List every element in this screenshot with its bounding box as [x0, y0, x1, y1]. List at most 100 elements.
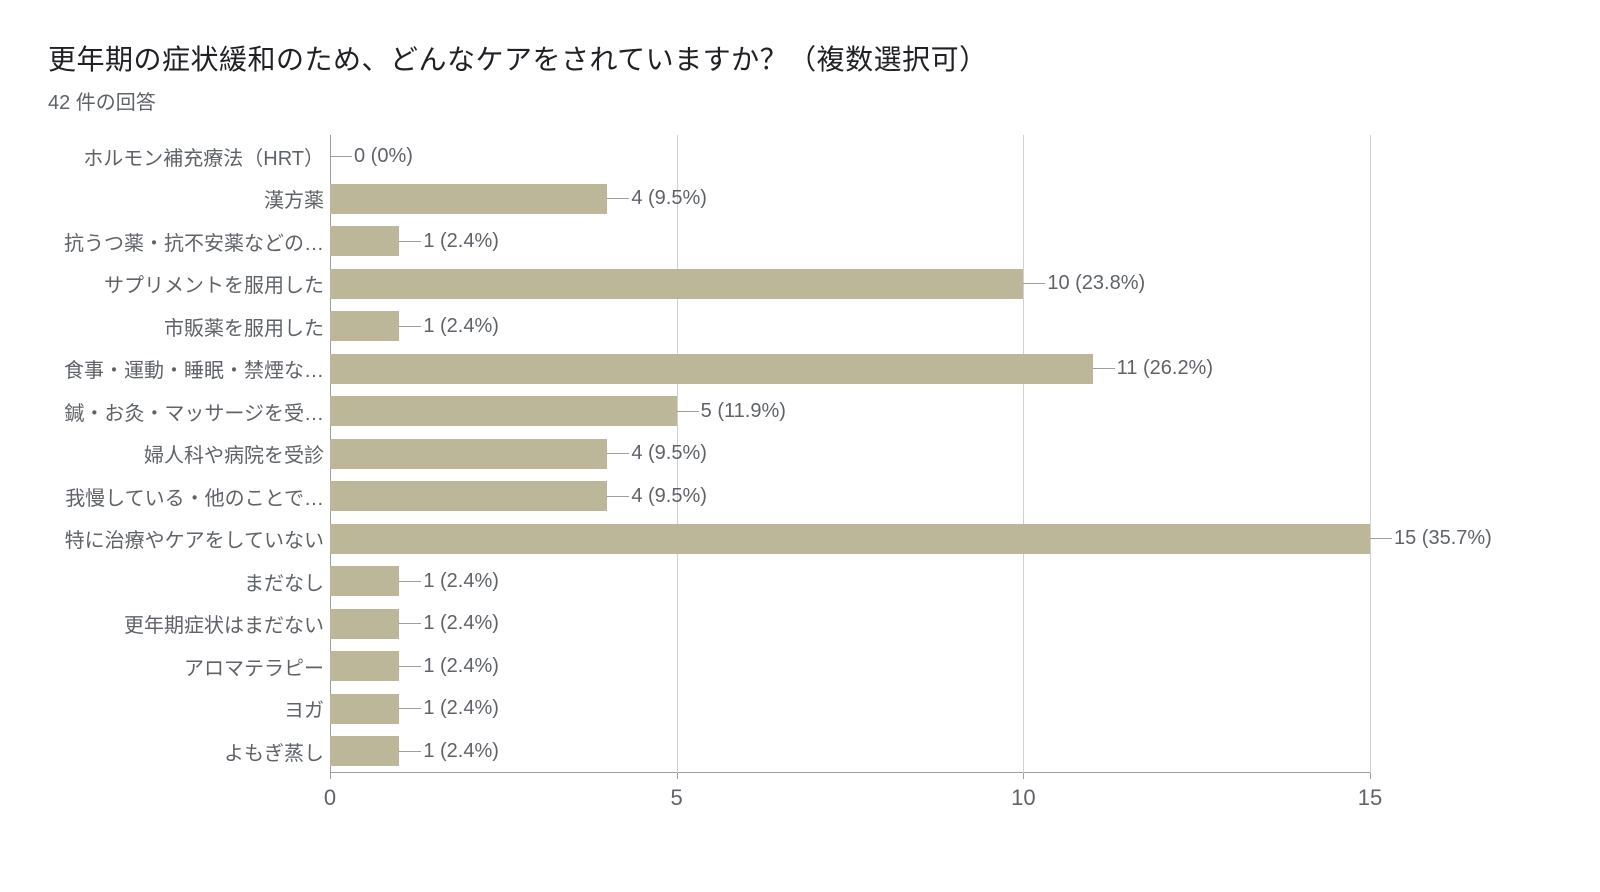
bar-row: まだなし1 (2.4%): [330, 560, 1370, 603]
chart-subtitle: 42 件の回答: [48, 86, 1560, 115]
category-label: 鍼・お灸・マッサージを受…: [64, 397, 324, 426]
bar-row: 食事・運動・睡眠・禁煙な…11 (26.2%): [330, 348, 1370, 391]
category-label: 食事・運動・睡眠・禁煙な…: [64, 354, 324, 383]
category-label: 抗うつ薬・抗不安薬などの…: [64, 227, 324, 256]
value-label: 0 (0%): [330, 141, 413, 171]
x-tick-label: 5: [671, 785, 683, 811]
value-label: 1 (2.4%): [399, 694, 499, 724]
leader-line: [607, 198, 629, 199]
value-text: 5 (11.9%): [701, 400, 786, 423]
value-label: 5 (11.9%): [677, 396, 786, 426]
category-label: 特に治療やケアをしていない: [65, 524, 324, 553]
bar-row: 抗うつ薬・抗不安薬などの…1 (2.4%): [330, 220, 1370, 263]
category-label: ホルモン補充療法（HRT）: [83, 142, 324, 171]
x-tick: [1023, 773, 1024, 779]
value-text: 11 (26.2%): [1117, 357, 1213, 380]
bar: [330, 566, 399, 596]
leader-line: [1370, 538, 1392, 539]
value-label: 4 (9.5%): [607, 184, 707, 214]
x-tick: [677, 773, 678, 779]
x-tick-label: 0: [324, 785, 336, 811]
bar: [330, 481, 607, 511]
bar-row: よもぎ蒸し1 (2.4%): [330, 730, 1370, 773]
value-text: 1 (2.4%): [423, 612, 499, 635]
x-tick-label: 10: [1011, 785, 1035, 811]
bar-chart: ホルモン補充療法（HRT）0 (0%)漢方薬4 (9.5%)抗うつ薬・抗不安薬な…: [48, 135, 1560, 823]
value-label: 1 (2.4%): [399, 609, 499, 639]
x-tick: [330, 773, 331, 779]
bar-row: ホルモン補充療法（HRT）0 (0%): [330, 135, 1370, 178]
leader-line: [399, 666, 421, 667]
x-tick: [1370, 773, 1371, 779]
value-label: 11 (26.2%): [1093, 354, 1213, 384]
chart-container: 更年期の症状緩和のため、どんなケアをされていますか？（複数選択可） 42 件の回…: [0, 0, 1600, 892]
x-axis: 051015: [330, 773, 1370, 823]
bar-row: 更年期症状はまだない1 (2.4%): [330, 603, 1370, 646]
leader-line: [330, 156, 352, 157]
leader-line: [399, 708, 421, 709]
bar: [330, 396, 677, 426]
value-text: 1 (2.4%): [423, 315, 499, 338]
leader-line: [399, 326, 421, 327]
bar: [330, 354, 1093, 384]
leader-line: [399, 623, 421, 624]
bar-row: 鍼・お灸・マッサージを受…5 (11.9%): [330, 390, 1370, 433]
value-text: 4 (9.5%): [631, 485, 707, 508]
x-tick-label: 15: [1358, 785, 1382, 811]
leader-line: [1093, 368, 1115, 369]
value-text: 1 (2.4%): [423, 697, 499, 720]
value-text: 10 (23.8%): [1047, 272, 1145, 295]
value-label: 15 (35.7%): [1370, 524, 1492, 554]
category-label: まだなし: [244, 567, 324, 596]
bar: [330, 609, 399, 639]
value-label: 10 (23.8%): [1023, 269, 1145, 299]
bar-row: アロマテラピー1 (2.4%): [330, 645, 1370, 688]
leader-line: [1023, 283, 1045, 284]
leader-line: [607, 496, 629, 497]
value-label: 1 (2.4%): [399, 651, 499, 681]
bar-row: 市販薬を服用した1 (2.4%): [330, 305, 1370, 348]
value-text: 1 (2.4%): [423, 740, 499, 763]
bar: [330, 439, 607, 469]
category-label: 婦人科や病院を受診: [144, 439, 324, 468]
bar: [330, 269, 1023, 299]
plot-area: ホルモン補充療法（HRT）0 (0%)漢方薬4 (9.5%)抗うつ薬・抗不安薬な…: [330, 135, 1370, 773]
value-text: 15 (35.7%): [1394, 527, 1492, 550]
leader-line: [399, 751, 421, 752]
bar: [330, 524, 1370, 554]
value-text: 0 (0%): [354, 145, 413, 168]
bar: [330, 311, 399, 341]
value-label: 1 (2.4%): [399, 311, 499, 341]
leader-line: [677, 411, 699, 412]
value-label: 4 (9.5%): [607, 481, 707, 511]
leader-line: [607, 453, 629, 454]
value-label: 1 (2.4%): [399, 226, 499, 256]
bar: [330, 651, 399, 681]
value-label: 4 (9.5%): [607, 439, 707, 469]
category-label: サプリメントを服用した: [104, 269, 324, 298]
value-text: 4 (9.5%): [631, 187, 707, 210]
value-text: 1 (2.4%): [423, 655, 499, 678]
category-label: よもぎ蒸し: [224, 737, 324, 766]
bar-row: サプリメントを服用した10 (23.8%): [330, 263, 1370, 306]
bar: [330, 226, 399, 256]
category-label: 漢方薬: [264, 184, 324, 213]
category-label: アロマテラピー: [184, 652, 324, 681]
bar: [330, 736, 399, 766]
bar: [330, 694, 399, 724]
value-label: 1 (2.4%): [399, 736, 499, 766]
leader-line: [399, 241, 421, 242]
bar-row: ヨガ1 (2.4%): [330, 688, 1370, 731]
bar: [330, 184, 607, 214]
value-label: 1 (2.4%): [399, 566, 499, 596]
leader-line: [399, 581, 421, 582]
value-text: 4 (9.5%): [631, 442, 707, 465]
value-text: 1 (2.4%): [423, 570, 499, 593]
bar-row: 婦人科や病院を受診4 (9.5%): [330, 433, 1370, 476]
category-label: 市販薬を服用した: [164, 312, 324, 341]
bar-row: 我慢している・他のことで…4 (9.5%): [330, 475, 1370, 518]
category-label: 更年期症状はまだない: [124, 609, 324, 638]
bar-row: 特に治療やケアをしていない15 (35.7%): [330, 518, 1370, 561]
value-text: 1 (2.4%): [423, 230, 499, 253]
bar-row: 漢方薬4 (9.5%): [330, 178, 1370, 221]
